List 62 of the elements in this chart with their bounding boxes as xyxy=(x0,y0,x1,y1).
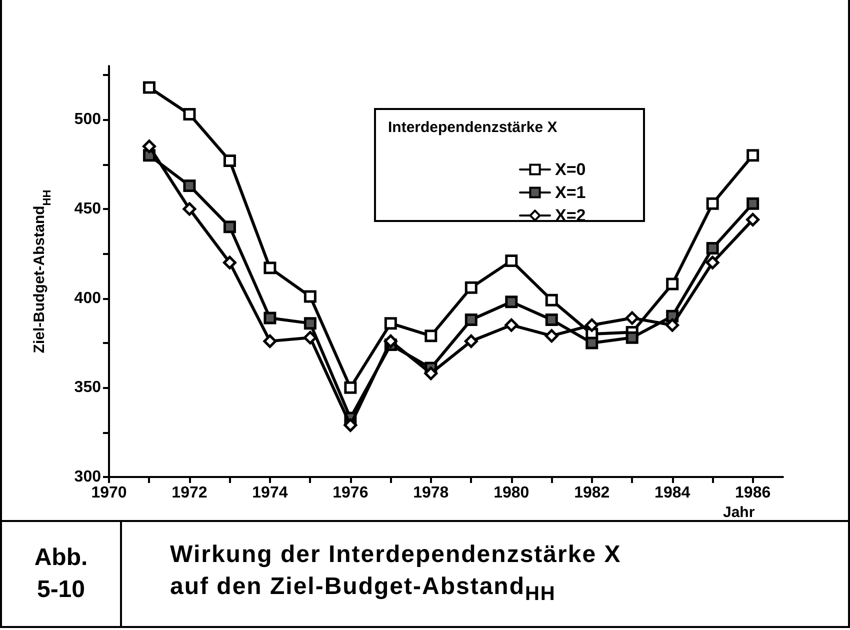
point xyxy=(746,212,760,226)
point xyxy=(142,140,156,154)
point xyxy=(223,220,236,234)
point xyxy=(384,334,398,348)
point xyxy=(626,331,638,344)
y-tick-label: 300 xyxy=(74,468,102,486)
point xyxy=(183,179,196,192)
point xyxy=(625,311,639,325)
point xyxy=(344,418,358,432)
y-tick-label: 400 xyxy=(74,290,102,307)
point xyxy=(384,317,397,330)
point xyxy=(344,381,357,394)
point xyxy=(182,202,196,216)
point xyxy=(706,197,719,210)
point xyxy=(142,81,156,94)
x-tick-label: 1970 xyxy=(91,484,127,502)
point xyxy=(264,312,276,324)
point xyxy=(223,154,236,167)
point xyxy=(545,314,558,326)
point xyxy=(183,108,196,120)
point xyxy=(263,334,277,348)
point xyxy=(746,197,760,210)
x-tick-label: 1982 xyxy=(574,484,610,502)
point xyxy=(706,242,719,255)
point xyxy=(706,256,720,270)
legend-label: X=0 xyxy=(555,160,586,179)
point xyxy=(264,262,276,274)
legend-label: X=1 xyxy=(555,183,586,202)
point xyxy=(464,314,478,326)
x-tick-label: 1986 xyxy=(735,484,771,502)
point xyxy=(545,294,558,306)
point xyxy=(666,278,679,290)
caption: Abb. 5-10 xyxy=(34,544,88,603)
legend-title: Interdependenzstärke X xyxy=(388,119,558,136)
point xyxy=(424,366,438,380)
y-tick-label: 350 xyxy=(74,379,102,396)
x-tick-label: 1984 xyxy=(654,484,690,502)
point xyxy=(222,256,236,270)
point xyxy=(586,336,598,350)
x-tick-label: 1972 xyxy=(172,484,208,502)
x-axis-title: Jahr xyxy=(723,504,755,521)
point xyxy=(424,330,438,342)
point xyxy=(464,334,478,348)
x-tick-label: 1974 xyxy=(252,484,288,502)
y-tick-label: 500 xyxy=(74,111,102,128)
x-tick-label: 1980 xyxy=(494,484,530,502)
point xyxy=(464,281,478,294)
y-tick-label: 450 xyxy=(74,200,102,218)
point xyxy=(544,329,558,343)
x-tick-label: 1976 xyxy=(332,484,368,502)
point xyxy=(505,254,518,268)
text: Wirkung der Interdependenzstärke X auf den Ziel-Budget-Abstand$_{HH}$ xyxy=(170,540,622,606)
point xyxy=(304,290,316,303)
point xyxy=(303,330,317,344)
y-axis-title: Ziel-Budget-AbstandHH xyxy=(31,190,54,354)
point xyxy=(746,149,760,162)
x-tick-label: 1978 xyxy=(413,484,449,502)
point xyxy=(585,318,599,332)
point xyxy=(505,296,518,308)
point xyxy=(304,317,316,330)
point xyxy=(504,318,518,332)
point xyxy=(666,318,680,332)
